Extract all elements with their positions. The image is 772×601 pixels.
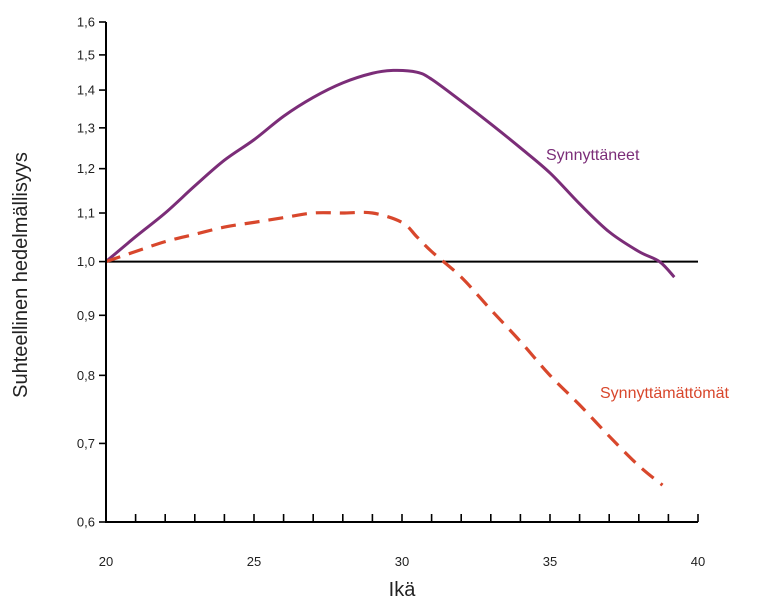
y-tick-label: 1,5 xyxy=(77,47,95,62)
axes: 0,6 0,7 0,8 0,9 1,0 1,1 1,2 1,3 1,4 1,5 1,6 20 25 30 3… xyxy=(77,15,705,570)
y-tick-label: 1,6 xyxy=(77,15,95,30)
y-axis-title: Suhteellinen hedelmällisyys xyxy=(10,152,32,398)
y-tick-label: 1,0 xyxy=(77,254,95,269)
series-line-1 xyxy=(105,210,664,487)
x-tick-label: 25 xyxy=(247,554,261,569)
labels: Ikä Suhteellinen hedelmällisyys Synnyttä… xyxy=(10,147,730,601)
series-layer xyxy=(105,68,676,487)
y-tick-label: 1,4 xyxy=(77,83,95,98)
x-tick-label: 20 xyxy=(99,554,113,569)
y-tick-label: 0,9 xyxy=(77,308,95,323)
y-tick-label: 0,6 xyxy=(77,515,95,530)
x-axis-title: Ikä xyxy=(389,579,417,601)
x-tick-label: 40 xyxy=(691,554,705,569)
y-tick-label: 0,7 xyxy=(77,436,95,451)
series-line-0 xyxy=(105,68,676,279)
y-tick-label: 1,1 xyxy=(77,206,95,221)
x-tick-label: 35 xyxy=(543,554,557,569)
y-tick-label: 0,8 xyxy=(77,368,95,383)
series-label-synnyttamattomat: Synnyttämättömät xyxy=(600,385,730,402)
y-tick-label: 1,3 xyxy=(77,120,95,135)
series-label-synnyttaneet: Synnyttäneet xyxy=(546,147,640,164)
x-tick-label: 30 xyxy=(395,554,409,569)
y-tick-label: 1,2 xyxy=(77,161,95,176)
